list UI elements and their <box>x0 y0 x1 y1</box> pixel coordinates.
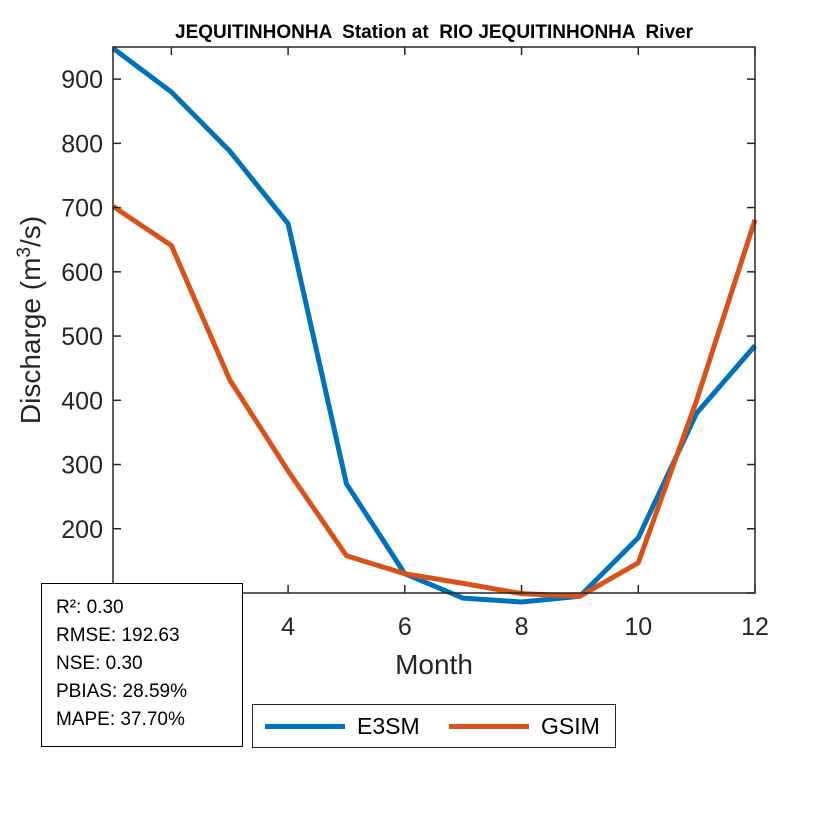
chart-title: JEQUITINHONHA Station at RIO JEQUITINHON… <box>175 22 694 43</box>
y-tick-label-700: 700 <box>61 195 103 223</box>
stat-pbias: PBIAS: 28.59% <box>56 681 187 702</box>
stat-rmse: RMSE: 192.63 <box>56 625 180 646</box>
x-tick-label-8: 8 <box>515 613 529 641</box>
y-tick-label-200: 200 <box>61 516 103 544</box>
series-line-e3sm <box>111 46 757 605</box>
x-tick-label-10: 10 <box>624 613 652 641</box>
plot-area-frame <box>112 46 756 594</box>
x-tick-label-4: 4 <box>281 613 295 641</box>
stat-mape: MAPE: 37.70% <box>56 709 185 730</box>
legend-label-e3sm: E3SM <box>357 712 420 739</box>
x-tick-label-12: 12 <box>741 613 769 641</box>
series-line-gsim <box>111 204 758 599</box>
stat-nse: NSE: 0.30 <box>56 653 143 674</box>
stats-box: R²: 0.30 RMSE: 192.63 NSE: 0.30 PBIAS: 2… <box>41 583 243 747</box>
y-tick-label-300: 300 <box>61 452 103 480</box>
x-axis-label: Month <box>395 649 473 680</box>
y-tick-label-800: 800 <box>61 130 103 158</box>
legend-swatch-gsim <box>449 723 529 729</box>
legend-swatch-e3sm <box>265 723 345 729</box>
legend-item-gsim: GSIM <box>449 705 600 747</box>
legend: E3SM GSIM <box>252 704 616 748</box>
stat-r2: R²: 0.30 <box>56 597 124 618</box>
y-tick-label-900: 900 <box>61 66 103 94</box>
y-tick-label-500: 500 <box>61 323 103 351</box>
y-axis-label: Discharge (m3/s) <box>14 216 46 424</box>
y-tick-label-400: 400 <box>61 387 103 415</box>
legend-label-gsim: GSIM <box>541 712 600 739</box>
legend-item-e3sm: E3SM <box>265 705 420 747</box>
y-tick-label-600: 600 <box>61 259 103 287</box>
x-tick-label-6: 6 <box>398 613 412 641</box>
